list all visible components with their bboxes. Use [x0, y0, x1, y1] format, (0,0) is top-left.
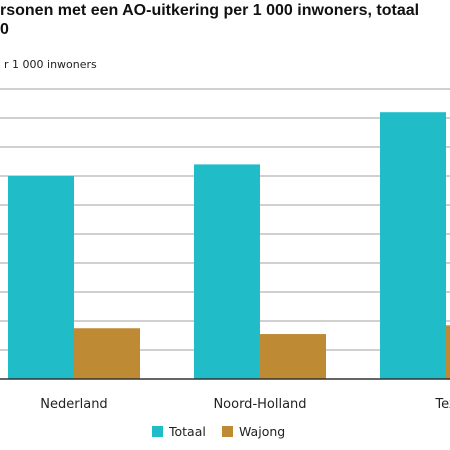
bar-totaal-tex	[380, 112, 446, 379]
bar-wajong-tex	[446, 325, 450, 379]
legend: Totaal Wajong	[0, 424, 450, 442]
x-tick-label-noord-holland: Noord-Holland	[213, 397, 306, 412]
x-tick-label-nederland: Nederland	[40, 397, 107, 412]
legend-swatch-totaal	[152, 426, 163, 437]
y-axis-label: r 1 000 inwoners	[4, 58, 97, 71]
bar-wajong-noord-holland	[260, 334, 326, 379]
chart-title-line-2: 0	[0, 21, 9, 38]
legend-swatch-wajong	[222, 426, 233, 437]
legend-label-wajong: Wajong	[239, 424, 286, 439]
legend-item-totaal: Totaal	[152, 424, 206, 439]
bar-totaal-nederland	[8, 176, 74, 379]
chart-title-line-1: rsonen met een AO-uitkering per 1 000 in…	[0, 2, 420, 19]
legend-item-wajong: Wajong	[222, 424, 285, 439]
chart-title: rsonen met een AO-uitkering per 1 000 in…	[0, 0, 450, 57]
legend-label-totaal: Totaal	[169, 424, 206, 439]
x-tick-label-tex: Tex	[434, 397, 450, 412]
bar-wajong-nederland	[74, 328, 140, 379]
bar-totaal-noord-holland	[194, 164, 260, 379]
